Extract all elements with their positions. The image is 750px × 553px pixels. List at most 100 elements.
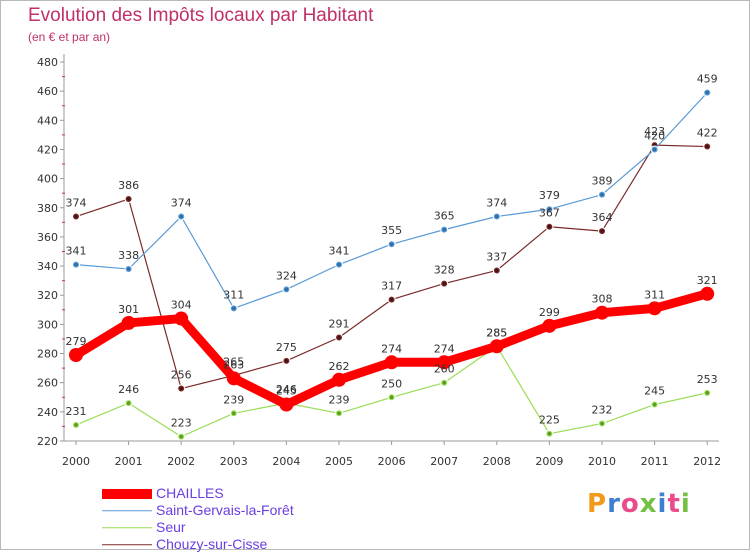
data-point-core-chouzy-sur-cisse bbox=[337, 335, 341, 340]
data-label-seur: 245 bbox=[644, 385, 665, 398]
legend-swatch bbox=[102, 543, 152, 546]
data-label-seur: 246 bbox=[276, 383, 297, 396]
data-point-core-seur bbox=[337, 411, 341, 416]
x-tick-label: 2003 bbox=[220, 455, 248, 468]
data-label-chailles: 274 bbox=[434, 342, 455, 355]
data-point-core-saint-gervais-la-foret bbox=[126, 267, 131, 271]
x-tick-label: 2005 bbox=[325, 455, 353, 468]
data-label-saint-gervais-la-foret: 341 bbox=[329, 245, 350, 258]
data-point-core-saint-gervais-la-foret bbox=[705, 90, 709, 95]
legend-label: Chouzy-sur-Cisse bbox=[156, 536, 268, 552]
chart-axes: 220 240 260 280 300 320 340 360 380 400 420 440 460 4… bbox=[37, 54, 721, 468]
data-point-core-saint-gervais-la-foret bbox=[337, 262, 341, 267]
data-point-core-chouzy-sur-cisse bbox=[600, 229, 604, 233]
data-point-core-saint-gervais-la-foret bbox=[74, 262, 78, 267]
legend-label: CHAILLES bbox=[156, 485, 224, 501]
data-label-saint-gervais-la-foret: 355 bbox=[381, 224, 402, 237]
data-label-saint-gervais-la-foret: 374 bbox=[486, 197, 507, 210]
data-label-saint-gervais-la-foret: 389 bbox=[592, 175, 613, 188]
data-point-chailles bbox=[279, 397, 294, 412]
data-point-chailles bbox=[69, 347, 83, 362]
data-label-chailles: 304 bbox=[171, 299, 192, 312]
data-label-chailles: 311 bbox=[644, 288, 665, 301]
data-label-chouzy-sur-cisse: 328 bbox=[434, 264, 455, 277]
data-label-saint-gervais-la-foret: 374 bbox=[171, 197, 192, 210]
data-point-core-chouzy-sur-cisse bbox=[126, 197, 131, 201]
logo-letter: i bbox=[657, 489, 668, 519]
data-label-chouzy-sur-cisse: 423 bbox=[644, 125, 665, 138]
data-point-core-seur bbox=[74, 423, 78, 427]
data-label-seur: 225 bbox=[539, 414, 560, 427]
data-point-chailles bbox=[174, 311, 189, 326]
data-point-core-chouzy-sur-cisse bbox=[74, 214, 78, 219]
data-point-core-seur bbox=[705, 391, 709, 395]
data-point-core-chouzy-sur-cisse bbox=[442, 281, 447, 286]
y-tick-label: 360 bbox=[37, 231, 58, 244]
data-label-seur: 239 bbox=[223, 393, 244, 406]
x-tick-label: 2009 bbox=[535, 455, 563, 468]
x-tick-label: 2006 bbox=[378, 455, 406, 468]
chart-data-labels: 374 386 256 265 275 291 317 328 337 367 364 423 422 3… bbox=[66, 73, 718, 430]
x-tick-label: 2008 bbox=[483, 455, 511, 468]
x-tick-label: 2000 bbox=[62, 455, 90, 468]
data-point-core-saint-gervais-la-foret bbox=[389, 242, 394, 247]
data-point-chailles bbox=[226, 371, 241, 386]
data-point-chailles bbox=[489, 339, 504, 354]
data-point-core-chouzy-sur-cisse bbox=[705, 144, 709, 149]
data-label-saint-gervais-la-foret: 324 bbox=[276, 269, 297, 282]
data-label-saint-gervais-la-foret: 459 bbox=[697, 73, 718, 86]
data-label-chailles: 285 bbox=[486, 326, 507, 339]
data-label-chouzy-sur-cisse: 367 bbox=[539, 207, 560, 220]
data-label-seur: 223 bbox=[171, 417, 192, 430]
legend-swatch bbox=[102, 509, 152, 512]
data-label-chailles: 274 bbox=[381, 342, 402, 355]
data-label-seur: 285 bbox=[486, 326, 507, 339]
data-label-seur: 253 bbox=[697, 373, 718, 386]
data-point-core-seur bbox=[652, 402, 657, 407]
logo-letter: P bbox=[587, 489, 608, 519]
data-label-chailles: 245 bbox=[276, 385, 297, 398]
data-label-chouzy-sur-cisse: 386 bbox=[118, 179, 139, 192]
y-tick-label: 460 bbox=[37, 85, 58, 98]
chart-title: Evolution des Impôts locaux par Habitant bbox=[28, 5, 374, 26]
data-label-chouzy-sur-cisse: 275 bbox=[276, 341, 297, 354]
data-point-chailles bbox=[121, 315, 136, 330]
x-tick-label: 2002 bbox=[167, 455, 195, 468]
data-point-core-seur bbox=[547, 431, 552, 436]
y-tick-label: 400 bbox=[37, 173, 58, 186]
x-tick-label: 2007 bbox=[430, 455, 458, 468]
y-tick-label: 280 bbox=[37, 348, 58, 361]
x-tick-label: 2011 bbox=[641, 455, 669, 468]
data-label-seur: 250 bbox=[381, 377, 402, 390]
data-label-saint-gervais-la-foret: 379 bbox=[539, 189, 560, 202]
legend-label: Seur bbox=[156, 519, 186, 535]
data-label-chouzy-sur-cisse: 265 bbox=[223, 355, 244, 368]
data-point-core-saint-gervais-la-foret bbox=[232, 306, 236, 311]
y-tick-label: 240 bbox=[37, 406, 58, 419]
logo-letter: r bbox=[607, 489, 621, 519]
y-tick-label: 480 bbox=[37, 56, 58, 69]
y-tick-label: 440 bbox=[37, 114, 58, 127]
data-point-chailles bbox=[384, 355, 399, 370]
data-point-core-chouzy-sur-cisse bbox=[389, 297, 394, 302]
data-point-core-saint-gervais-la-foret bbox=[495, 214, 499, 219]
data-label-seur: 239 bbox=[329, 393, 350, 406]
data-point-core-saint-gervais-la-foret bbox=[179, 214, 183, 219]
data-point-core-saint-gervais-la-foret bbox=[442, 227, 447, 232]
y-tick-label: 380 bbox=[37, 202, 58, 215]
data-label-chailles: 279 bbox=[66, 335, 87, 348]
y-tick-label: 220 bbox=[37, 435, 58, 448]
legend-swatch bbox=[102, 488, 152, 499]
data-label-saint-gervais-la-foret: 338 bbox=[118, 249, 139, 262]
data-label-chailles: 262 bbox=[329, 360, 350, 373]
data-point-core-saint-gervais-la-foret bbox=[652, 147, 657, 152]
data-point-core-seur bbox=[179, 434, 183, 439]
logo-letter: i bbox=[680, 489, 691, 519]
y-tick-label: 300 bbox=[37, 318, 58, 331]
data-label-saint-gervais-la-foret: 311 bbox=[223, 288, 244, 301]
data-label-seur: 246 bbox=[118, 383, 139, 396]
data-point-core-saint-gervais-la-foret bbox=[600, 192, 604, 197]
y-tick-label: 420 bbox=[37, 143, 58, 156]
data-point-core-chouzy-sur-cisse bbox=[547, 224, 552, 229]
